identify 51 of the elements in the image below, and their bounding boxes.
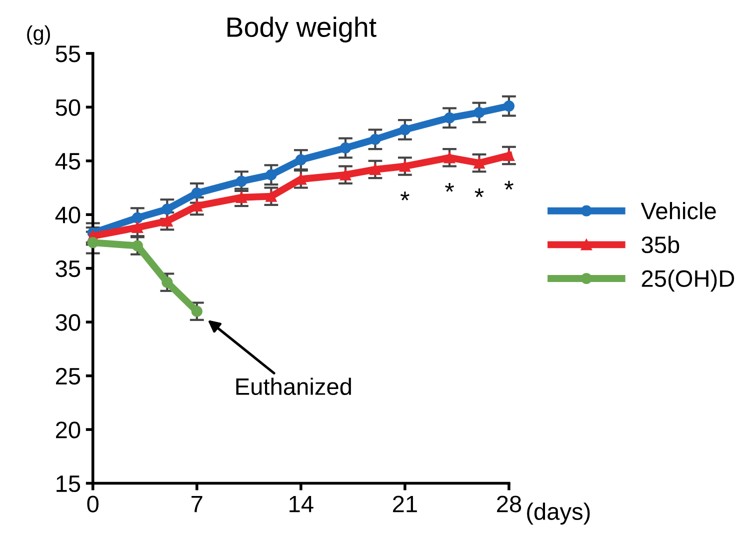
point (340, 169, 352, 180)
point (266, 169, 277, 180)
point (132, 222, 144, 234)
point (132, 240, 144, 252)
chart-title: Body weight (228, 16, 376, 42)
point (399, 160, 410, 172)
point (399, 124, 410, 136)
point (503, 150, 515, 162)
point (162, 276, 173, 288)
y-tick-label: 30 (56, 314, 80, 331)
y-tick-label: 20 (56, 422, 80, 438)
legend-label: Vehicle (640, 202, 716, 220)
annotation: * (400, 192, 410, 200)
annotation: * (474, 188, 484, 198)
point (87, 236, 98, 248)
y-axis-title: (g) (27, 25, 50, 45)
point (295, 154, 306, 166)
x-tick-label: 28 (497, 496, 522, 512)
point (236, 176, 248, 187)
y-tick-label: 55 (56, 46, 80, 62)
point (444, 112, 456, 124)
point (474, 157, 485, 169)
y-tick-label: 35 (56, 260, 80, 278)
y-tick-label: 50 (56, 99, 80, 116)
legend-label: 35b (642, 236, 680, 254)
y-tick-label: 45 (55, 153, 80, 170)
legend-label: 25(OH)D (642, 270, 734, 292)
point (162, 204, 173, 215)
x-tick-label: 21 (392, 496, 417, 512)
x-tick-label: 14 (290, 496, 314, 512)
point (503, 100, 515, 112)
point (191, 306, 202, 317)
point (236, 192, 248, 203)
point (191, 188, 202, 199)
y-tick-label: 40 (55, 206, 80, 224)
point (266, 190, 277, 202)
x-axis-title: (days) (527, 502, 590, 525)
annotation: * (504, 180, 514, 190)
y-tick-label: 25 (56, 368, 80, 385)
x-tick-label: 0 (87, 496, 99, 512)
y-tick-label: 15 (56, 476, 80, 492)
point (444, 152, 456, 164)
point (370, 134, 381, 145)
point (474, 106, 485, 118)
point (132, 212, 144, 224)
point (340, 142, 352, 154)
annotation: Euthanized (236, 378, 351, 396)
annotation: * (445, 183, 454, 192)
x-tick-label: 7 (192, 496, 202, 512)
point (370, 164, 381, 176)
point (162, 215, 173, 227)
